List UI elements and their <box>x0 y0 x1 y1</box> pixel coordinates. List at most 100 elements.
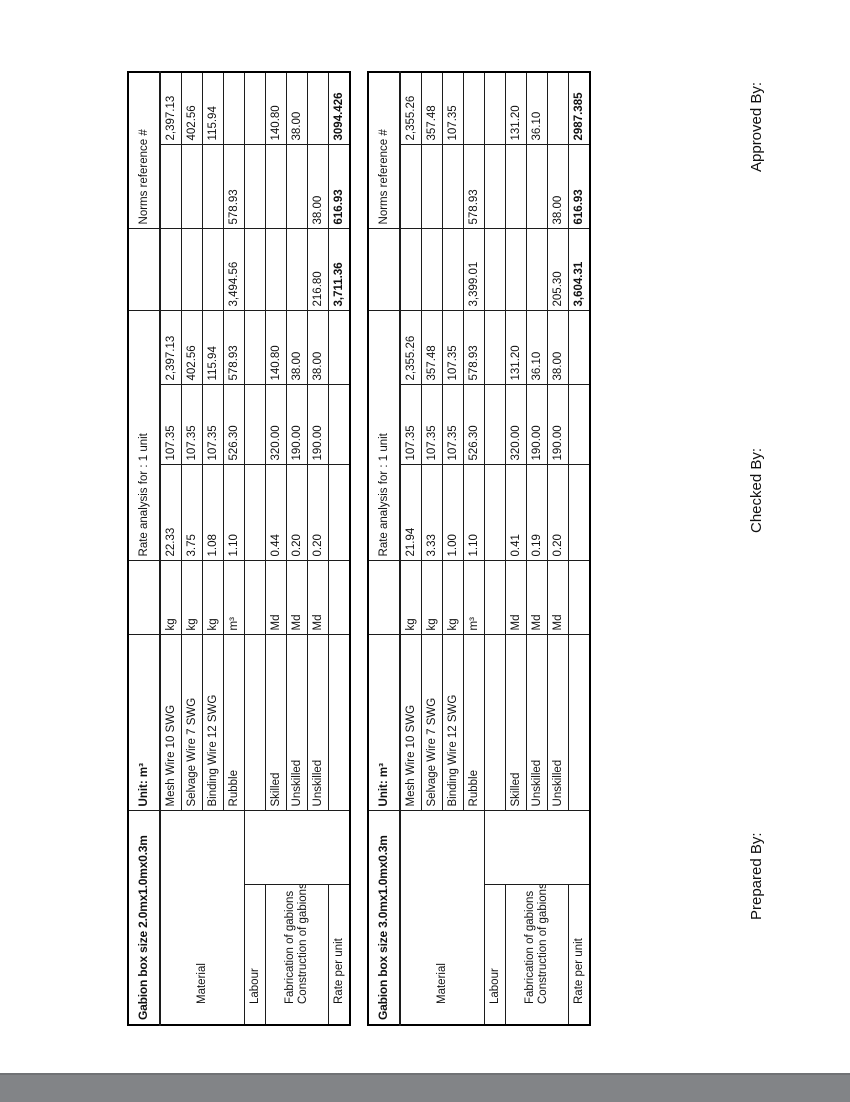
net-cell <box>421 144 443 229</box>
blank-cell <box>484 810 590 885</box>
net-cell <box>442 144 464 229</box>
net-cell: 38.00 <box>307 144 329 229</box>
net-cell <box>202 144 224 229</box>
qty-cell: 1.08 <box>202 464 224 561</box>
material-group-label: Material <box>400 810 485 1025</box>
unit-cell: Md <box>265 560 287 635</box>
subtotal-cell <box>265 228 287 311</box>
rate-cell: 320.00 <box>265 384 287 465</box>
subtotal-cell <box>202 228 224 311</box>
unit-label: Unit: m³ <box>128 634 160 811</box>
rate-cell: 107.35 <box>400 384 422 465</box>
subtotal-cell <box>526 228 548 311</box>
amount-cell: 107.35 <box>442 310 464 385</box>
table-row: Material Mesh Wire 10 SWG kg 21.94 107.35 2,3… <box>400 71 485 1025</box>
item-cell: Selvage Wire 7 SWG <box>181 634 203 811</box>
norms-cell <box>547 71 569 145</box>
item-cell: Mesh Wire 10 SWG <box>160 634 182 811</box>
construction-line: Construction of gabions <box>537 885 549 1004</box>
blank-cell <box>244 310 266 385</box>
norms-cell: 2,355.26 <box>400 71 422 145</box>
rate-analysis-label: Rate analysis for : 1 unit <box>128 310 160 561</box>
rate-cell: 190.00 <box>286 384 308 465</box>
subtotal-cell <box>181 228 203 311</box>
rate-cell: 107.35 <box>160 384 182 465</box>
norms-reference-label: Norms reference # <box>368 71 400 229</box>
item-cell: Rubble <box>463 634 485 811</box>
qty-cell: 0.41 <box>505 464 527 561</box>
qty-cell: 0.44 <box>265 464 287 561</box>
unit-cell: kg <box>421 560 443 635</box>
construction-line: Construction of gabions <box>297 885 309 1004</box>
unit-cell: m³ <box>463 560 485 635</box>
bottom-gray-bar <box>0 1073 850 1102</box>
blank-cell <box>484 384 506 465</box>
rate-cell: 190.00 <box>526 384 548 465</box>
blank-cell <box>484 144 506 229</box>
blank-cell <box>244 464 266 561</box>
subtotal-cell <box>442 228 464 311</box>
blank-cell <box>244 560 266 635</box>
unit-cell: kg <box>181 560 203 635</box>
qty-cell: 0.20 <box>307 464 329 561</box>
blank-cell <box>328 634 350 811</box>
norms-cell <box>307 71 329 145</box>
table-row: Gabion box size 2.0mx1.0mx0.3m Unit: m³ Ra… <box>128 71 160 1025</box>
subtotal-cell: 205.30 <box>547 228 569 311</box>
blank-cell <box>244 71 266 145</box>
subtotal-cell: 3,494.56 <box>223 228 245 311</box>
table-row: Labour <box>244 71 350 1025</box>
rate-cell: 107.35 <box>181 384 203 465</box>
item-cell: Unskilled <box>286 634 308 811</box>
qty-cell: 1.10 <box>463 464 485 561</box>
labour-group-label: Labour <box>484 885 506 1025</box>
norms-cell: 38.00 <box>286 71 308 145</box>
norms-reference-label: Norms reference # <box>128 71 160 229</box>
blank-cell <box>568 384 590 465</box>
norms-cell: 131.20 <box>505 71 527 145</box>
net-cell <box>181 144 203 229</box>
table-row: Material Mesh Wire 10 SWG kg 22.33 107.35 2,3… <box>160 71 245 1025</box>
blank-cell <box>244 144 266 229</box>
item-cell: Unskilled <box>547 634 569 811</box>
fabrication-line: Fabrication of gabions <box>523 890 536 1004</box>
rate-cell: 320.00 <box>505 384 527 465</box>
prepared-by-label: Prepared By: <box>748 832 765 920</box>
checked-by-label: Checked By: <box>748 447 765 533</box>
rate-cell: 190.00 <box>307 384 329 465</box>
amount-cell: 2,355.26 <box>400 310 422 385</box>
norms-cell: 140.80 <box>265 71 287 145</box>
blank-cell <box>568 464 590 561</box>
rate-cell: 526.30 <box>463 384 485 465</box>
blank-cell <box>484 228 506 311</box>
table-row: Gabion box size 3.0mx1.0mx0.3m Unit: m³ Ra… <box>368 71 400 1025</box>
unit-cell: Md <box>307 560 329 635</box>
unit-cell: kg <box>160 560 182 635</box>
net-cell: 578.93 <box>463 144 485 229</box>
amount-cell: 402.56 <box>181 310 203 385</box>
subtotal-cell <box>286 228 308 311</box>
blank-cell <box>328 384 350 465</box>
net-cell <box>160 144 182 229</box>
qty-cell: 0.20 <box>286 464 308 561</box>
norms-cell: 2,397.13 <box>160 71 182 145</box>
item-cell: Binding Wire 12 SWG <box>442 634 464 811</box>
unit-cell: Md <box>505 560 527 635</box>
rate-per-unit-label: Rate per unit <box>328 885 350 1025</box>
approved-by-label: Approved By: <box>748 81 765 172</box>
qty-cell: 1.00 <box>442 464 464 561</box>
amount-cell: 36.10 <box>526 310 548 385</box>
labour-group-label: Labour <box>244 885 266 1025</box>
net-cell <box>265 144 287 229</box>
qty-cell: 22.33 <box>160 464 182 561</box>
fabrication-group-label: Fabrication of gabions Construction of ga… <box>505 885 569 1025</box>
blank-cell <box>244 384 266 465</box>
unit-cell: m³ <box>223 560 245 635</box>
net-cell <box>526 144 548 229</box>
blank-cell <box>484 71 506 145</box>
rate-analysis-label: Rate analysis for : 1 unit <box>368 310 400 561</box>
rate-cell: 190.00 <box>547 384 569 465</box>
rate-cell: 107.35 <box>421 384 443 465</box>
blank-cell <box>244 810 350 885</box>
